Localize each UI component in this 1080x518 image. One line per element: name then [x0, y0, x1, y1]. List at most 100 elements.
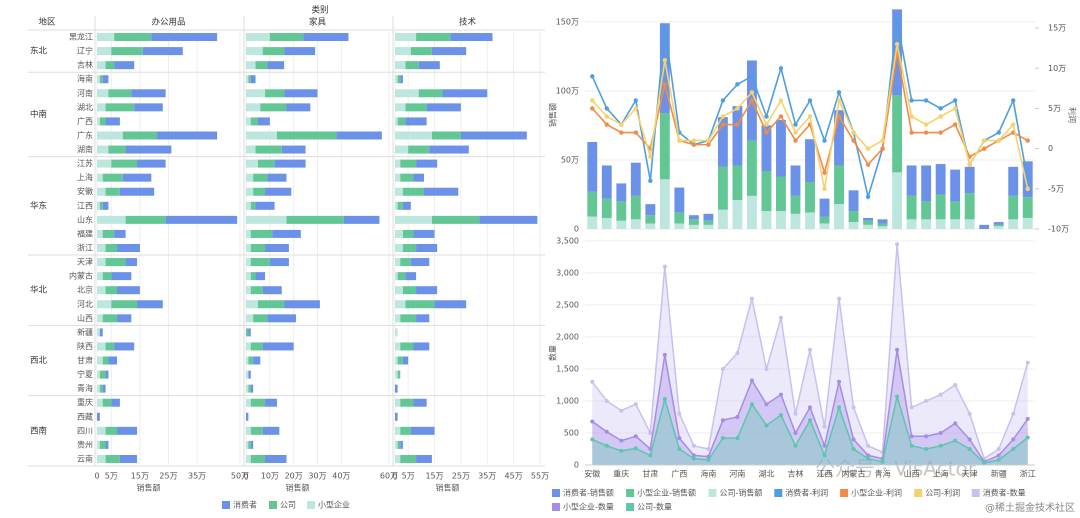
area-point — [749, 296, 754, 301]
bar-segment — [97, 412, 100, 421]
bar-segment — [267, 61, 285, 70]
bar-segment — [395, 47, 411, 56]
x-tick-label: 上海 — [933, 469, 949, 479]
bar-segment — [117, 286, 140, 295]
bar-segment — [395, 229, 403, 238]
bar-segment — [111, 272, 132, 281]
bar-segment — [246, 187, 254, 196]
province-label: 湖南 — [77, 144, 93, 154]
area-point — [662, 352, 667, 357]
bar-segment — [950, 169, 961, 202]
line-point — [909, 114, 914, 119]
bar-segment — [108, 145, 126, 154]
bar-segment — [402, 244, 417, 252]
bar-segment — [460, 131, 527, 140]
area-point — [604, 399, 609, 403]
province-label: 云南 — [77, 453, 93, 463]
bar-segment — [395, 33, 417, 42]
area-point — [996, 457, 1001, 462]
x-tick-label: 重庆 — [613, 469, 629, 479]
line-point — [952, 122, 958, 127]
bar-segment — [950, 201, 961, 220]
bar-segment — [117, 426, 138, 435]
bar-segment — [395, 103, 406, 112]
bar-segment — [395, 75, 398, 84]
bar-segment — [402, 201, 411, 210]
bar-segment — [250, 342, 263, 351]
bar-segment — [97, 258, 106, 267]
bar-segment — [645, 204, 656, 216]
bar-segment — [246, 215, 287, 224]
bar-segment — [688, 215, 699, 220]
bar-segment — [97, 201, 100, 210]
province-label: 江西 — [77, 201, 93, 210]
bar-segment — [416, 286, 438, 295]
line-point — [691, 142, 697, 147]
line-point — [677, 138, 682, 143]
bar-segment — [105, 440, 109, 449]
watermark: 公众号 · VisActor — [815, 457, 977, 481]
bar-segment — [97, 145, 109, 154]
bar-segment — [1008, 166, 1019, 196]
bar-segment — [413, 173, 424, 182]
area-point — [1025, 416, 1030, 421]
bar-segment — [935, 194, 946, 220]
bar-segment — [257, 159, 275, 168]
legend-label: 小型企业 — [318, 500, 350, 510]
area-point — [895, 242, 900, 247]
bar-segment — [950, 219, 961, 229]
bar-segment — [834, 110, 844, 166]
line-point — [720, 114, 726, 119]
bar-segment — [397, 75, 401, 84]
bar-segment — [819, 223, 830, 229]
area-point — [909, 434, 914, 439]
bar-segment — [343, 215, 380, 224]
bar-segment — [246, 75, 249, 84]
bar-segment — [102, 173, 123, 182]
bar-segment — [395, 244, 403, 252]
bar-segment — [400, 426, 411, 435]
bar-segment — [402, 229, 414, 238]
legend-label: 消费者 — [233, 500, 257, 510]
region-label: 东北 — [30, 46, 48, 57]
x-tick-label: 海南 — [700, 469, 716, 479]
area-point — [822, 453, 827, 458]
bar-segment — [97, 47, 112, 56]
area-point — [866, 443, 871, 448]
province-label: 广东 — [77, 130, 93, 140]
line-point — [923, 130, 929, 135]
area-point — [837, 379, 842, 384]
bar-segment — [105, 454, 120, 463]
bar-segment — [97, 398, 103, 407]
bar-segment — [400, 440, 403, 449]
province-label: 江苏 — [77, 158, 93, 168]
bar-segment — [246, 244, 251, 252]
bar-segment — [246, 117, 251, 126]
area-point — [706, 457, 711, 462]
bar-segment — [102, 398, 112, 407]
bar-segment — [431, 131, 461, 140]
line-point — [952, 98, 958, 103]
bar-segment — [630, 162, 641, 196]
area-point — [880, 459, 885, 464]
legend-label: 公司-利润 — [925, 488, 960, 498]
province-label: 西藏 — [77, 411, 93, 421]
area — [592, 244, 1028, 465]
province-label: 四川 — [77, 426, 93, 435]
area-point — [793, 411, 798, 416]
province-label: 北京 — [77, 285, 93, 295]
line-point — [735, 106, 740, 111]
line-point — [648, 178, 653, 183]
area-point — [735, 415, 740, 419]
bar-segment — [97, 272, 103, 281]
x-tick-label: 0 — [94, 472, 99, 481]
line-point — [749, 90, 755, 95]
line-point — [662, 82, 668, 87]
bar-segment — [834, 165, 844, 205]
line-point — [764, 114, 769, 119]
bar-segment — [97, 173, 103, 182]
bar-segment — [395, 356, 398, 365]
bar-segment — [993, 226, 1004, 229]
bar-segment — [397, 356, 403, 365]
bar-segment — [805, 139, 815, 183]
